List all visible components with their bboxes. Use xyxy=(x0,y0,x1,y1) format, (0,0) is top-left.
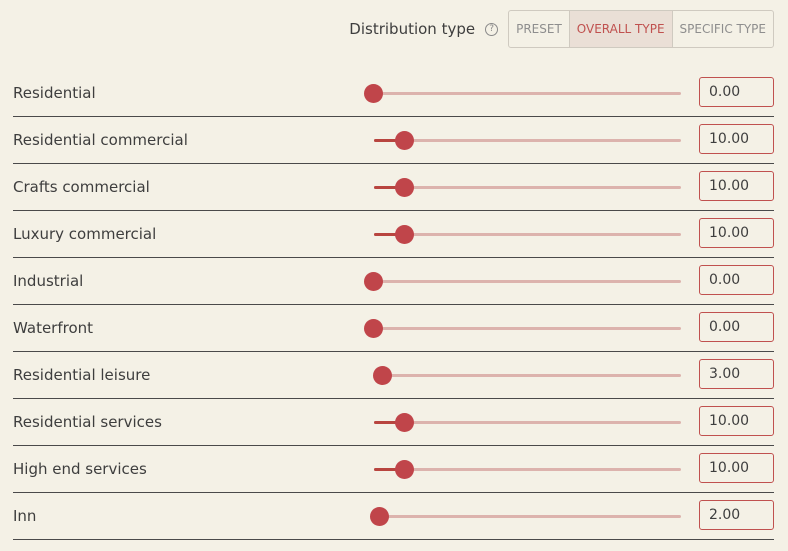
slider-fill xyxy=(374,233,405,236)
slider-waterfront[interactable] xyxy=(364,319,681,338)
help-circle-icon[interactable]: ? xyxy=(485,22,499,36)
slider-thumb[interactable] xyxy=(364,272,383,291)
value-input-residential[interactable]: 0.00 xyxy=(699,77,774,107)
row-label: Luxury commercial xyxy=(13,225,157,243)
value-input-crafts-commercial[interactable]: 10.00 xyxy=(699,171,774,201)
slider-thumb[interactable] xyxy=(394,413,414,432)
slider-thumb[interactable] xyxy=(370,507,390,526)
slider-thumb[interactable] xyxy=(364,84,383,103)
slider-residential-leisure[interactable] xyxy=(373,366,681,385)
row-residential-leisure: Residential leisure 3.00 xyxy=(13,352,774,399)
slider-residential[interactable] xyxy=(364,84,681,103)
slider-fill xyxy=(374,139,405,142)
distribution-rows: Residential 0.00 Residential commercial … xyxy=(13,70,774,540)
row-label: Crafts commercial xyxy=(13,178,150,196)
tab-preset[interactable]: PRESET xyxy=(509,11,570,47)
slider-fill xyxy=(374,468,405,471)
value-input-residential-services[interactable]: 10.00 xyxy=(699,406,774,436)
row-label: Residential leisure xyxy=(13,366,151,384)
value-input-waterfront[interactable]: 0.00 xyxy=(699,312,774,342)
distribution-type-selector: PRESET OVERALL TYPE SPECIFIC TYPE xyxy=(508,10,774,48)
value-input-industrial[interactable]: 0.00 xyxy=(699,265,774,295)
row-label: Residential commercial xyxy=(13,131,188,149)
value-input-luxury-commercial[interactable]: 10.00 xyxy=(699,218,774,248)
tab-overall-type[interactable]: OVERALL TYPE xyxy=(569,11,673,47)
row-high-end-services: High end services 10.00 xyxy=(13,446,774,493)
value-input-high-end-services[interactable]: 10.00 xyxy=(699,453,774,483)
slider-thumb[interactable] xyxy=(373,366,393,385)
distribution-type-label: Distribution type xyxy=(349,20,476,38)
slider-residential-services[interactable] xyxy=(374,413,681,432)
row-waterfront: Waterfront 0.00 xyxy=(13,305,774,352)
slider-thumb[interactable] xyxy=(364,319,383,338)
row-label: High end services xyxy=(13,460,147,478)
row-label: Residential services xyxy=(13,413,162,431)
value-input-residential-leisure[interactable]: 3.00 xyxy=(699,359,774,389)
tab-specific-type[interactable]: SPECIFIC TYPE xyxy=(679,22,766,36)
slider-industrial[interactable] xyxy=(364,272,681,291)
slider-thumb[interactable] xyxy=(394,460,414,479)
slider-inn[interactable] xyxy=(370,507,681,526)
row-label: Industrial xyxy=(13,272,84,290)
distribution-type-header: Distribution type ? PRESET OVERALL TYPE … xyxy=(349,10,774,48)
row-luxury-commercial: Luxury commercial 10.00 xyxy=(13,211,774,258)
row-residential-commercial: Residential commercial 10.00 xyxy=(13,117,774,164)
slider-fill xyxy=(374,421,405,424)
row-label: Waterfront xyxy=(13,319,94,337)
row-residential-services: Residential services 10.00 xyxy=(13,399,774,446)
slider-luxury-commercial[interactable] xyxy=(374,225,681,244)
row-crafts-commercial: Crafts commercial 10.00 xyxy=(13,164,774,211)
slider-residential-commercial[interactable] xyxy=(374,131,681,150)
row-industrial: Industrial 0.00 xyxy=(13,258,774,305)
row-residential: Residential 0.00 xyxy=(13,70,774,117)
row-inn: Inn 2.00 xyxy=(13,493,774,540)
value-input-inn[interactable]: 2.00 xyxy=(699,500,774,530)
slider-thumb[interactable] xyxy=(394,178,414,197)
value-input-residential-commercial[interactable]: 10.00 xyxy=(699,124,774,154)
slider-crafts-commercial[interactable] xyxy=(374,178,681,197)
row-label: Residential xyxy=(13,84,96,102)
slider-thumb[interactable] xyxy=(394,225,414,244)
slider-thumb[interactable] xyxy=(394,131,414,150)
row-label: Inn xyxy=(13,507,37,525)
slider-high-end-services[interactable] xyxy=(374,460,681,479)
slider-fill xyxy=(374,186,405,189)
